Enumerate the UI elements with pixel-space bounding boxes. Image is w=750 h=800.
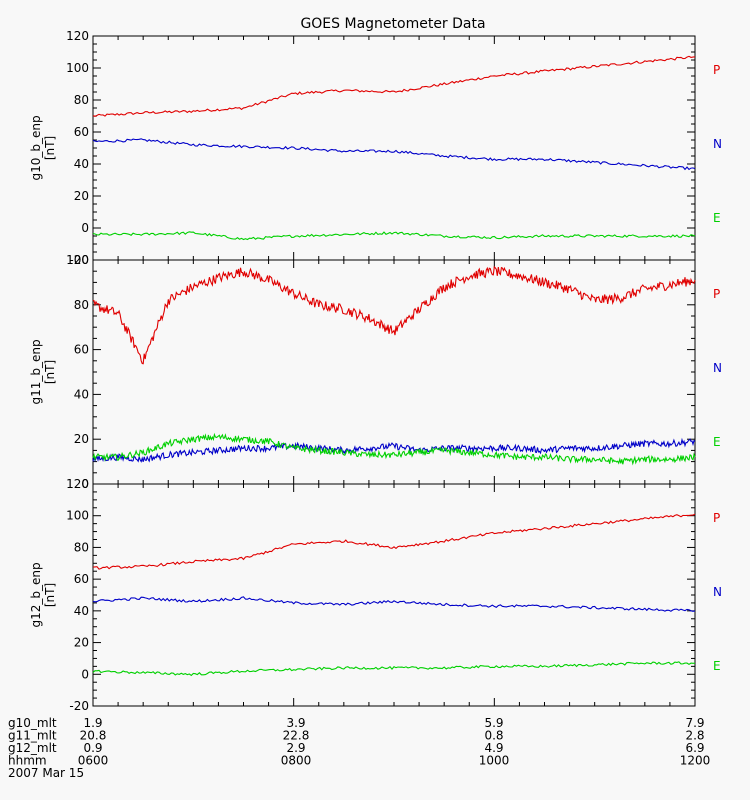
y-tick-label: 20 — [74, 636, 89, 650]
footer-value: 5.9 — [484, 716, 503, 730]
y-tick-label: -20 — [69, 699, 89, 713]
footer-value: 0800 — [281, 754, 312, 768]
y-axis-unit: [nT] — [43, 360, 57, 384]
footer-value: 1200 — [680, 754, 711, 768]
series-line-n — [92, 138, 696, 171]
footer-value: 7.9 — [685, 716, 704, 730]
y-tick-label: 20 — [74, 189, 89, 203]
footer-value: 22.8 — [283, 729, 310, 743]
legend-e: E — [713, 211, 721, 225]
y-tick-label: 60 — [74, 343, 89, 357]
y-tick-label: 0 — [81, 667, 89, 681]
series-line-p — [92, 265, 696, 365]
footer-value: 3.9 — [286, 716, 305, 730]
panel-frame — [92, 35, 696, 261]
y-axis-label: g11_b_enp — [29, 339, 43, 404]
y-tick-label: 0 — [81, 221, 89, 235]
series-line-e — [92, 432, 696, 466]
footer-value: 0600 — [78, 754, 109, 768]
y-tick-label: 60 — [74, 125, 89, 139]
y-tick-label: 80 — [74, 298, 89, 312]
legend-p: P — [713, 511, 720, 525]
footer-date: 2007 Mar 15 — [8, 766, 84, 780]
series-line-n — [92, 596, 696, 612]
series-line-p — [92, 55, 696, 118]
y-tick-label: 100 — [66, 61, 89, 75]
footer-value: 0.9 — [83, 741, 102, 755]
footer-row-label: g11_mlt — [8, 729, 57, 743]
legend-e: E — [713, 659, 721, 673]
y-tick-label: 120 — [66, 477, 89, 491]
footer-row-label: hhmm — [8, 754, 47, 768]
series-line-p — [92, 513, 696, 570]
y-axis-unit: [nT] — [43, 583, 57, 607]
footer-value: 0.8 — [484, 729, 503, 743]
legend-n: N — [713, 137, 722, 151]
footer-value: 4.9 — [484, 741, 503, 755]
footer-row-label: g10_mlt — [8, 716, 57, 730]
footer-value: 6.9 — [685, 741, 704, 755]
series-line-e — [92, 661, 696, 677]
footer-value: 20.8 — [80, 729, 107, 743]
footer-value: 2.9 — [286, 741, 305, 755]
y-tick-label: 40 — [74, 604, 89, 618]
legend-n: N — [713, 585, 722, 599]
legend-p: P — [713, 287, 720, 301]
y-axis-label: g10_b_enp — [29, 115, 43, 180]
y-tick-label: 40 — [74, 387, 89, 401]
panel-2: 0 20 40 60 80 100 g11_b_enp [nT] P N E — [29, 253, 722, 491]
y-axis-label: g12_b_enp — [29, 562, 43, 627]
y-tick-label: 40 — [74, 157, 89, 171]
y-tick-label: 120 — [66, 29, 89, 43]
chart-title: GOES Magnetometer Data — [300, 16, 485, 32]
y-tick-label: 60 — [74, 572, 89, 586]
legend-e: E — [713, 435, 721, 449]
y-tick-label: 0 — [81, 477, 89, 491]
y-axis-unit: [nT] — [43, 136, 57, 160]
legend-n: N — [713, 361, 722, 375]
y-tick-label: 100 — [66, 509, 89, 523]
footer-value: 1000 — [479, 754, 510, 768]
y-tick-label: 80 — [74, 540, 89, 554]
panel-3: -20 0 20 40 60 80 100 120 g12_b_enp [nT] P N E — [29, 477, 722, 713]
footer-table: g10_mlt 1.9 3.9 5.9 7.9 g11_mlt 20.8 22.8 0.8 2.8… — [8, 716, 710, 780]
panel-1: -20 0 20 40 60 80 100 120 g10_b_enp [nT] P N E — [29, 29, 722, 267]
legend-p: P — [713, 63, 720, 77]
y-tick-label: -20 — [69, 253, 89, 267]
footer-row-label: g12_mlt — [8, 741, 57, 755]
panel-frame — [92, 483, 696, 707]
footer-value: 2.8 — [685, 729, 704, 743]
y-tick-label: 100 — [66, 253, 89, 267]
y-tick-label: 80 — [74, 93, 89, 107]
y-tick-label: 20 — [74, 432, 89, 446]
series-line-e — [92, 231, 696, 241]
series-line-n — [92, 437, 696, 463]
footer-value: 1.9 — [83, 716, 102, 730]
